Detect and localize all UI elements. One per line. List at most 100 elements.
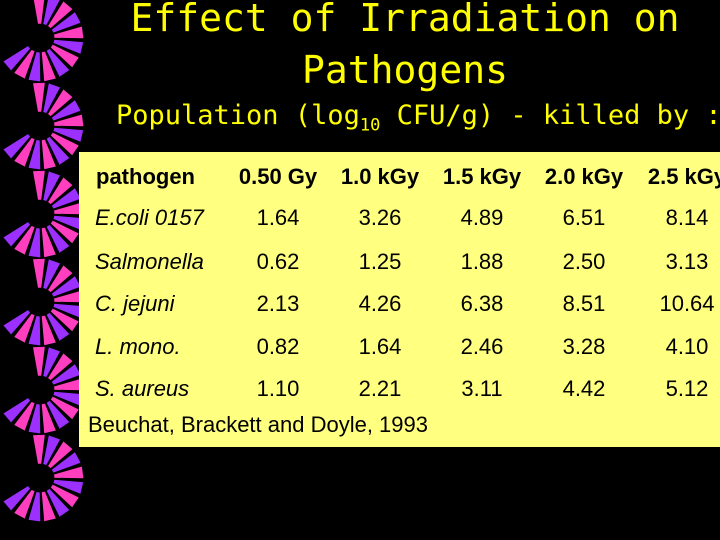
slide-title-line-1: Effect of Irradiation on xyxy=(130,0,680,40)
spiral-wedge xyxy=(32,0,46,25)
slide-title-line-2: Pathogens xyxy=(302,48,508,92)
spiral-wedge xyxy=(12,224,36,257)
spiral-wedge xyxy=(1,132,32,160)
table-cell: 1.25 xyxy=(358,249,402,274)
spiral-wedge xyxy=(50,10,83,34)
spiral-segment xyxy=(1,345,85,435)
spiral-wedge xyxy=(46,87,74,118)
table-cell: 4.26 xyxy=(358,291,402,316)
spiral-wedge xyxy=(40,226,58,259)
spiral-wedge xyxy=(50,450,83,474)
table-row-pathogen: Salmonella xyxy=(95,249,204,274)
table-cell: 8.14 xyxy=(665,205,709,230)
citation-text: Beuchat, Brackett and Doyle, 1993 xyxy=(88,412,428,437)
spiral-wedge xyxy=(27,50,42,83)
spiral-wedge xyxy=(40,490,58,523)
table-cell: 1.64 xyxy=(256,205,300,230)
header-dose-2-5: 2.5 kGy xyxy=(647,164,720,189)
table-cell: 2.46 xyxy=(460,334,504,359)
spiral-segment xyxy=(1,433,85,523)
table-cell: 1.88 xyxy=(460,249,504,274)
subtitle-prefix: Population (log xyxy=(116,100,360,131)
table-cell: 3.26 xyxy=(358,205,402,230)
spiral-wedge xyxy=(45,399,71,431)
table-cell: 1.64 xyxy=(358,334,402,359)
irradiation-table: pathogen 0.50 Gy 1.0 kGy 1.5 kGy 2.0 kGy… xyxy=(79,152,720,447)
header-pathogen: pathogen xyxy=(96,164,195,189)
spiral-wedge xyxy=(52,25,85,40)
spiral-wedge xyxy=(49,219,81,245)
table-cell: 2.21 xyxy=(358,376,402,401)
table-cell: 10.64 xyxy=(659,291,715,316)
spiral-wedge xyxy=(1,308,32,336)
slide-subtitle: Population (log10 CFU/g) - killed by : xyxy=(116,96,720,145)
table-row-pathogen: S. aureus xyxy=(95,376,190,401)
spiral-wedge xyxy=(49,43,81,69)
table-cell: 3.13 xyxy=(665,249,709,274)
spiral-wedge xyxy=(12,312,36,345)
table-row-pathogen: E.coli 0157 xyxy=(95,205,204,230)
table-cell: 4.10 xyxy=(665,334,709,359)
table-cell: 4.42 xyxy=(562,376,606,401)
spiral-wedge xyxy=(12,136,36,169)
header-dose-1-0: 1.0 kGy xyxy=(340,164,420,189)
spiral-wedge xyxy=(49,307,81,333)
spiral-wedge xyxy=(42,346,62,379)
spiral-segment xyxy=(1,0,85,83)
header-dose-1-5: 1.5 kGy xyxy=(442,164,522,189)
spiral-wedge xyxy=(52,38,85,56)
spiral-wedge xyxy=(27,490,42,523)
table-cell: 6.51 xyxy=(562,205,606,230)
spiral-wedge xyxy=(42,434,62,467)
spiral-segment xyxy=(1,257,85,347)
spiral-wedge xyxy=(46,351,74,382)
spiral-wedge xyxy=(27,402,42,435)
spiral-wedge xyxy=(40,138,58,171)
spiral-wedge xyxy=(49,395,81,421)
table-row-pathogen: C. jejuni xyxy=(95,291,175,316)
header-dose-2-0: 2.0 kGy xyxy=(544,164,624,189)
spiral-wedge xyxy=(40,50,58,83)
spiral-segment xyxy=(1,169,85,259)
spiral-wedge xyxy=(42,0,61,27)
spiral-wedge xyxy=(45,47,71,79)
spiral-wedge xyxy=(1,396,32,424)
spiral-wedge xyxy=(31,169,46,201)
spiral-wedge xyxy=(12,488,36,521)
spiral-wedge xyxy=(40,402,58,435)
table-cell: 0.62 xyxy=(256,249,300,274)
spiral-wedge xyxy=(27,314,42,347)
spiral-wedge xyxy=(52,126,85,144)
table-cell: 5.12 xyxy=(665,376,709,401)
spiral-wedge xyxy=(1,44,32,72)
table-row-pathogen: L. mono. xyxy=(95,334,181,359)
spiral-wedge xyxy=(52,478,85,496)
spiral-wedge xyxy=(45,311,71,343)
table-cell: 1.10 xyxy=(256,376,300,401)
table-cell: 6.38 xyxy=(460,291,504,316)
spiral-segment xyxy=(1,81,85,171)
spiral-wedge xyxy=(27,226,42,259)
spiral-wedge xyxy=(42,258,62,291)
table-cell: 2.50 xyxy=(562,249,606,274)
spiral-wedge xyxy=(31,257,46,289)
spiral-wedge xyxy=(52,465,85,480)
table-cell: 3.28 xyxy=(562,334,606,359)
subtitle-subscript: 10 xyxy=(359,115,381,136)
spiral-wedge xyxy=(46,263,74,294)
subtitle-suffix: CFU/g) - killed by : xyxy=(380,100,720,131)
spiral-wedge xyxy=(31,345,46,377)
header-dose-0-50: 0.50 Gy xyxy=(238,164,318,189)
spiral-wedge xyxy=(31,433,46,465)
table-cell: 3.11 xyxy=(461,376,503,401)
spiral-wedge xyxy=(49,483,81,509)
decorative-spiral-border xyxy=(1,0,85,523)
spiral-wedge xyxy=(46,0,74,30)
spiral-wedge xyxy=(50,98,83,122)
spiral-wedge xyxy=(42,170,62,203)
spiral-wedge xyxy=(46,175,74,206)
spiral-wedge xyxy=(52,113,85,128)
spiral-wedge xyxy=(42,82,62,115)
spiral-wedge xyxy=(12,400,36,433)
table-cell: 2.13 xyxy=(256,291,300,316)
